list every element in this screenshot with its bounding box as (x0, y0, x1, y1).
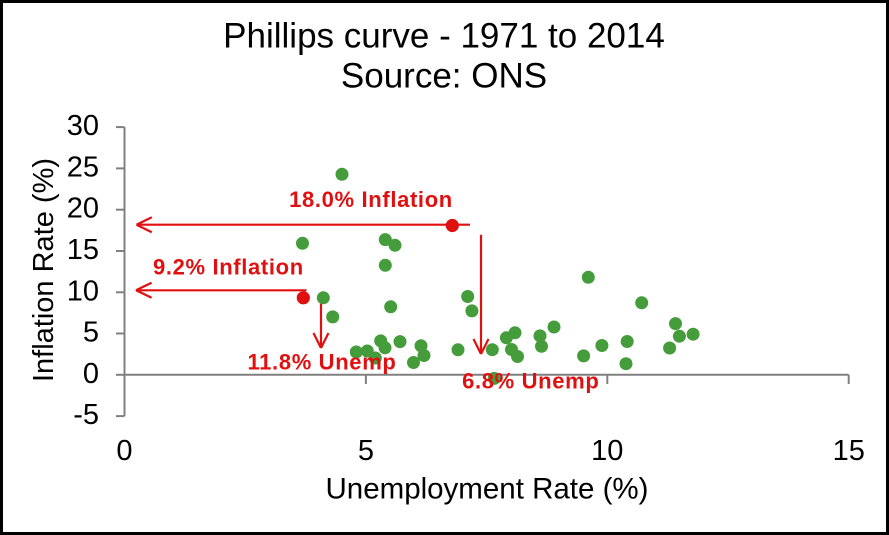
svg-text:18.0% Inflation: 18.0% Inflation (289, 187, 453, 212)
svg-text:9.2% Inflation: 9.2% Inflation (153, 255, 304, 280)
svg-text:0: 0 (83, 358, 99, 390)
svg-text:5: 5 (83, 317, 99, 349)
svg-text:Inflation Rate (%): Inflation Rate (%) (28, 158, 60, 382)
svg-text:6.8% Unemp: 6.8% Unemp (462, 368, 599, 393)
svg-text:20: 20 (67, 193, 99, 225)
svg-text:15: 15 (67, 234, 99, 266)
svg-text:5: 5 (358, 435, 374, 467)
svg-text:25: 25 (67, 151, 99, 183)
svg-text:10: 10 (67, 275, 99, 307)
svg-text:15: 15 (833, 435, 865, 467)
svg-text:Unemployment Rate (%): Unemployment Rate (%) (326, 472, 649, 505)
svg-text:0: 0 (116, 435, 132, 467)
svg-text:Phillips curve - 1971 to 2014: Phillips curve - 1971 to 2014 (223, 17, 665, 56)
svg-text:-5: -5 (73, 399, 99, 431)
svg-text:30: 30 (67, 110, 99, 142)
svg-text:Source: ONS: Source: ONS (341, 57, 547, 96)
svg-text:10: 10 (591, 435, 623, 467)
svg-text:11.8% Unemp: 11.8% Unemp (248, 350, 397, 375)
